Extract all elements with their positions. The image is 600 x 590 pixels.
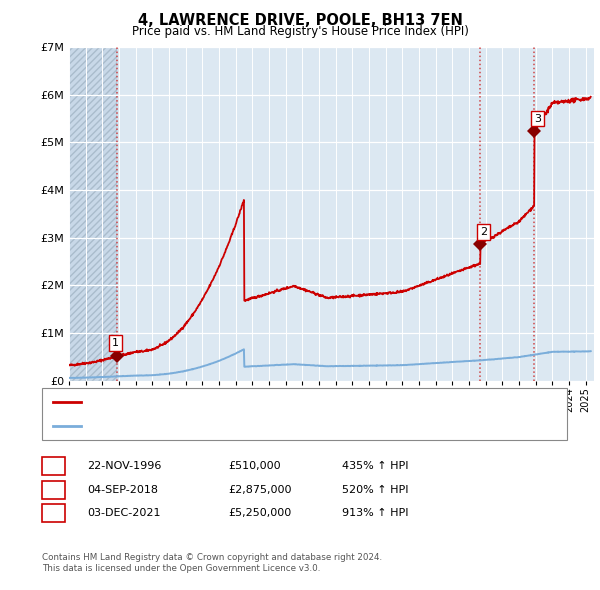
Text: 435% ↑ HPI: 435% ↑ HPI — [342, 461, 409, 471]
Bar — [69, 47, 118, 381]
Text: 03-DEC-2021: 03-DEC-2021 — [87, 509, 161, 518]
Text: 4, LAWRENCE DRIVE, POOLE, BH13 7EN: 4, LAWRENCE DRIVE, POOLE, BH13 7EN — [137, 13, 463, 28]
Text: 22-NOV-1996: 22-NOV-1996 — [87, 461, 161, 471]
Text: 913% ↑ HPI: 913% ↑ HPI — [342, 509, 409, 518]
Text: Contains HM Land Registry data © Crown copyright and database right 2024.: Contains HM Land Registry data © Crown c… — [42, 553, 382, 562]
Text: £5,250,000: £5,250,000 — [228, 509, 291, 518]
Text: 3: 3 — [534, 114, 541, 124]
Text: 04-SEP-2018: 04-SEP-2018 — [87, 485, 158, 494]
Text: £2,875,000: £2,875,000 — [228, 485, 292, 494]
Text: Price paid vs. HM Land Registry's House Price Index (HPI): Price paid vs. HM Land Registry's House … — [131, 25, 469, 38]
Text: 1: 1 — [50, 460, 57, 473]
Text: 3: 3 — [50, 507, 57, 520]
Text: HPI: Average price, detached house, Bournemouth Christchurch and Poole: HPI: Average price, detached house, Bour… — [85, 421, 473, 431]
Text: 4, LAWRENCE DRIVE, POOLE, BH13 7EN (detached house): 4, LAWRENCE DRIVE, POOLE, BH13 7EN (deta… — [85, 396, 387, 407]
Text: £510,000: £510,000 — [228, 461, 281, 471]
Text: This data is licensed under the Open Government Licence v3.0.: This data is licensed under the Open Gov… — [42, 564, 320, 573]
Text: 1: 1 — [112, 338, 119, 348]
Text: 520% ↑ HPI: 520% ↑ HPI — [342, 485, 409, 494]
Text: 2: 2 — [50, 483, 57, 496]
Text: 2: 2 — [480, 227, 487, 237]
